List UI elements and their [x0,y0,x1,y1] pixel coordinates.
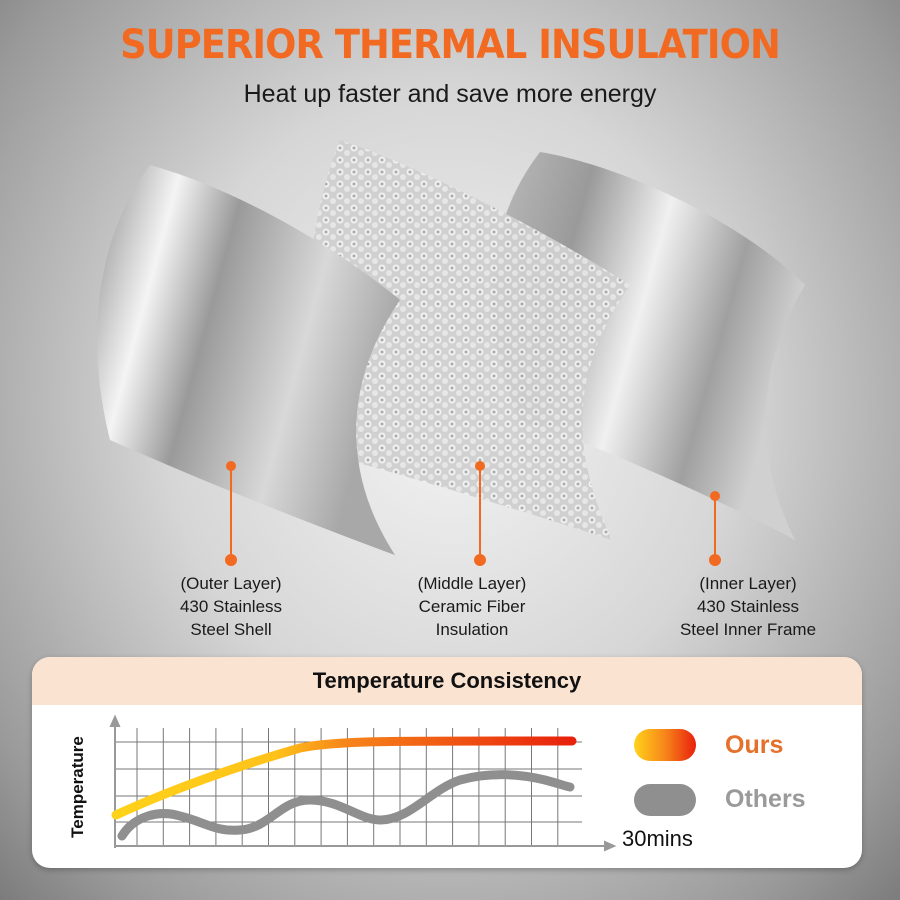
legend-ours-label: Ours [725,731,784,759]
label-line: 430 Stainless [179,597,283,616]
legend-others-swatch [634,784,696,816]
chart-title: Temperature Consistency [32,657,862,705]
inner-layer-sheet [492,152,805,540]
label-line: (Inner Layer) [699,574,797,593]
label-line: 430 Stainless [696,597,800,616]
label-line: Steel Inner Frame [679,620,817,639]
outer-layer-label: (Outer Layer) 430 Stainless Steel Shell [111,572,351,641]
page-title: SUPERIOR THERMAL INSULATION [120,22,781,68]
label-line: (Middle Layer) [417,574,527,593]
page-subtitle: Heat up faster and save more energy [243,80,657,108]
y-axis-label: Temperature [68,736,87,838]
label-line: Steel Shell [190,620,272,639]
legend-others-label: Others [725,785,806,813]
outer-layer-sheet [97,165,400,555]
legend-ours-swatch [634,729,696,761]
inner-layer-label: (Inner Layer) 430 Stainless Steel Inner … [628,572,868,641]
temperature-consistency-card: Temperature Consistency [32,657,862,868]
middle-layer-label: (Middle Layer) Ceramic Fiber Insulation [352,572,592,641]
insulation-layers-illustration [97,140,805,566]
label-line: Ceramic Fiber [418,597,526,616]
label-line: Insulation [435,620,509,639]
label-line: (Outer Layer) [180,574,282,593]
middle-layer-sheet [308,140,630,540]
x-axis-label: 30mins [622,826,693,851]
